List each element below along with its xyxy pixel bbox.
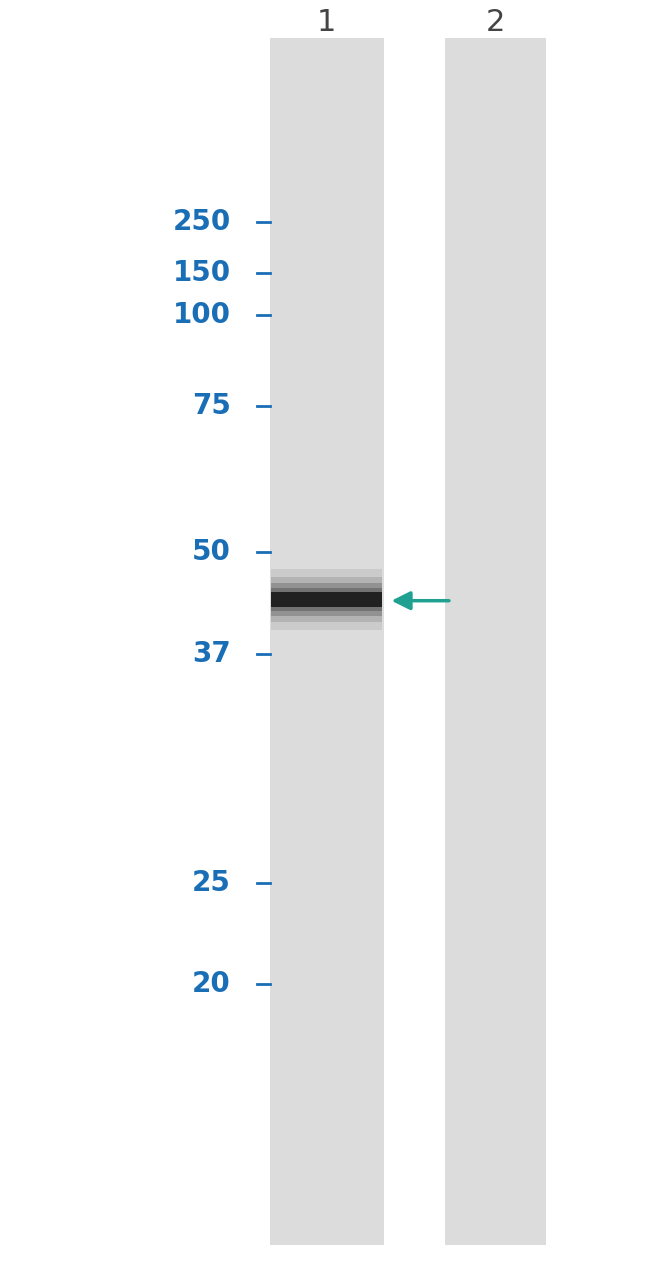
Text: 250: 250	[172, 208, 231, 236]
Bar	[270, 38, 384, 1245]
Text: 25: 25	[192, 869, 231, 897]
Bar	[271, 569, 382, 630]
Text: 75: 75	[192, 392, 231, 420]
Text: 50: 50	[192, 538, 231, 566]
Bar	[445, 38, 546, 1245]
Bar	[271, 592, 382, 607]
Text: 20: 20	[192, 970, 231, 998]
Text: 100: 100	[173, 301, 231, 329]
Text: 1: 1	[317, 9, 336, 37]
Text: 2: 2	[486, 9, 505, 37]
Bar	[271, 583, 382, 616]
Text: 37: 37	[192, 640, 231, 668]
Bar	[271, 588, 382, 611]
Bar	[271, 577, 382, 622]
Text: 150: 150	[173, 259, 231, 287]
